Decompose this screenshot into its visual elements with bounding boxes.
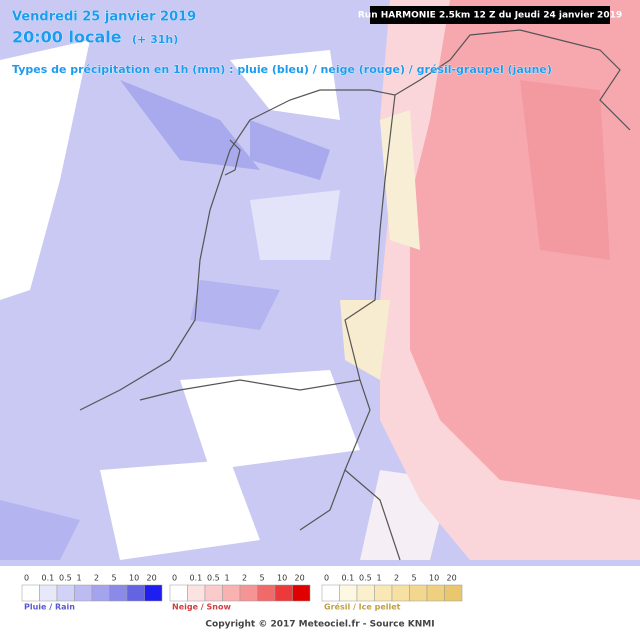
legend-label: 2 <box>242 574 247 583</box>
legend-name: Neige / Snow <box>172 603 231 612</box>
legend-swatch <box>91 584 110 602</box>
legend-swatch <box>391 584 410 602</box>
map-background <box>0 0 640 560</box>
borders <box>79 29 631 561</box>
legend-swatch <box>169 584 188 602</box>
legend-swatch <box>126 584 145 602</box>
legend-swatch <box>39 584 58 602</box>
run-box <box>370 6 610 24</box>
legend-swatch <box>222 584 241 602</box>
legend-swatch <box>239 584 258 602</box>
legend-label: 1 <box>377 574 382 583</box>
legend-label: 0.1 <box>342 574 355 583</box>
legend-swatch <box>444 584 463 602</box>
legend-swatch <box>339 584 358 602</box>
legend-name: Grésil / Ice pellet <box>324 602 401 612</box>
legend-swatch <box>374 584 393 602</box>
legend-swatch <box>292 584 311 602</box>
legend-swatch <box>56 584 75 602</box>
legend-swatch <box>426 584 445 602</box>
legend-swatch <box>257 584 276 602</box>
legend-swatch <box>187 584 206 602</box>
legend-label: 2 <box>394 574 399 583</box>
footer: Copyright © 2017 Meteociel.fr - Source K… <box>205 620 434 630</box>
legend-swatch <box>409 584 428 602</box>
legend-label: 1 <box>77 574 82 583</box>
legend-name: Pluie / Rain <box>24 603 75 612</box>
legend-label: 5 <box>112 574 117 583</box>
legend-swatch <box>74 584 93 602</box>
legend-label: 20 <box>147 574 157 583</box>
run-info: Run HARMONIE 2.5km 12 Z du Jeudi 24 janv… <box>358 11 622 21</box>
legend-swatch <box>356 584 375 602</box>
legend-swatch <box>21 584 40 602</box>
legend-label: 0.5 <box>359 574 372 583</box>
legend-label: 20 <box>295 574 305 583</box>
legend-label: 5 <box>412 574 417 583</box>
legend-label: 10 <box>129 574 139 583</box>
legend-label: 1 <box>225 574 230 583</box>
legend-label: 5 <box>260 574 265 583</box>
legend-label: 0.5 <box>59 574 72 583</box>
legend-swatch <box>274 584 293 602</box>
legend-label: 0 <box>324 574 329 583</box>
legend-swatch <box>321 584 340 602</box>
legend-label: 10 <box>277 574 287 583</box>
time: 20:00 locale <box>12 28 122 47</box>
legend-swatch <box>109 584 128 602</box>
legend-label: 0.5 <box>207 574 220 583</box>
legend-swatch <box>144 584 163 602</box>
legend-label: 0.1 <box>42 574 55 583</box>
legend-label: 0 <box>24 574 29 583</box>
legend-label: 0 <box>172 574 177 583</box>
legend-label: 2 <box>94 574 99 583</box>
legend-label: 0.1 <box>190 574 203 583</box>
offset: (+ 31h) <box>132 33 178 46</box>
date: Vendredi 25 janvier 2019 <box>12 10 196 25</box>
legend-area <box>0 566 640 637</box>
legend-label: 20 <box>447 574 457 583</box>
subtitle: Types de précipitation en 1h (mm) : plui… <box>12 63 552 76</box>
legend-label: 10 <box>429 574 439 583</box>
legend-swatch <box>204 584 223 602</box>
